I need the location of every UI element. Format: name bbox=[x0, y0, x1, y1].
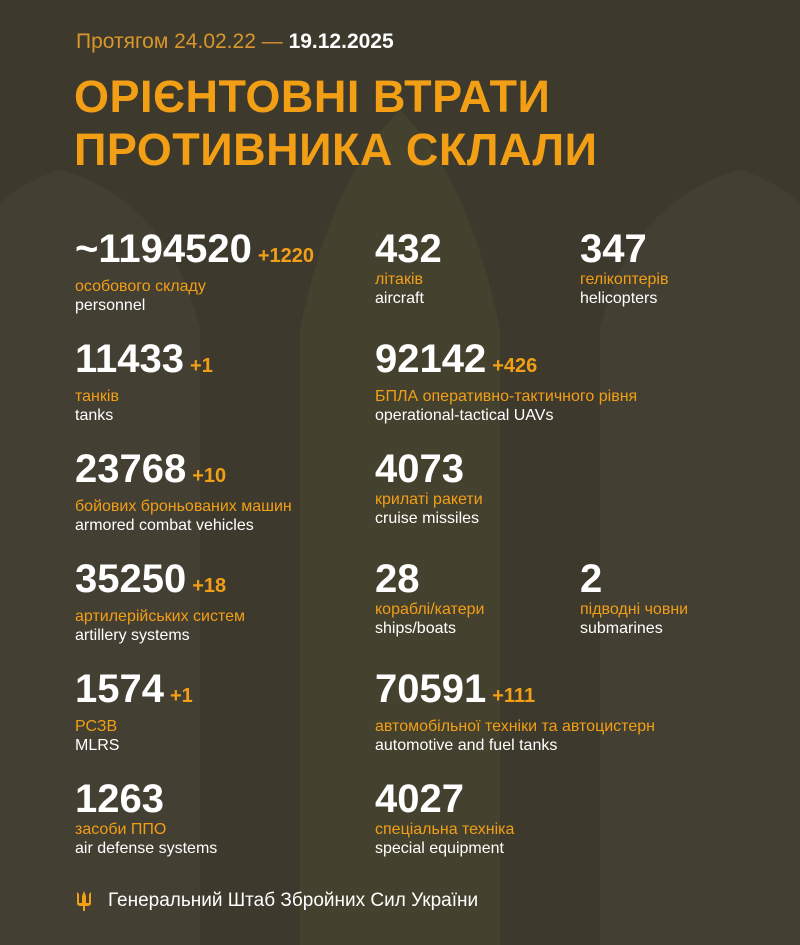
stat-label-en: cruise missiles bbox=[375, 510, 480, 527]
stat-delta: +426 bbox=[492, 355, 538, 377]
stat-value: 1263 bbox=[75, 777, 164, 821]
stat-delta: +1220 bbox=[257, 245, 315, 267]
stat-label-en: helicopters bbox=[580, 290, 658, 307]
stat-value: 1574 +1 bbox=[75, 667, 193, 711]
stat-helicopters: 347 гелікоптерів helicopters bbox=[580, 228, 668, 308]
page-title: ОРІЄНТОВНІ ВТРАТИ ПРОТИВНИКА СКЛАЛИ bbox=[74, 71, 598, 175]
stat-label-ua: танків bbox=[75, 388, 119, 405]
stat-ships-boats: 28 кораблі/катери ships/boats bbox=[375, 558, 484, 638]
stat-label-en: air defense systems bbox=[75, 840, 218, 857]
stat-delta: +18 bbox=[192, 575, 227, 597]
stat-label-en: personnel bbox=[75, 297, 146, 314]
stat-delta: +10 bbox=[192, 465, 227, 487]
stat-label-ua: засоби ППО bbox=[75, 821, 167, 838]
stat-label-en: special equipment bbox=[375, 840, 504, 857]
stat-label-en: MLRS bbox=[75, 737, 120, 754]
stat-label-ua: підводні човни bbox=[580, 601, 689, 618]
trident-icon bbox=[77, 891, 91, 911]
stat-cruise-missiles: 4073 крилаті ракети cruise missiles bbox=[375, 448, 483, 528]
stat-value: 35250 +18 bbox=[75, 557, 227, 601]
stat-air-defense-systems: 1263 засоби ППО air defense systems bbox=[75, 778, 217, 858]
stat-label-en: automotive and fuel tanks bbox=[375, 737, 558, 754]
stat-label-ua: кораблі/катери bbox=[375, 601, 485, 618]
stat-value: 432 bbox=[375, 227, 442, 271]
stat-submarines: 2 підводні човни submarines bbox=[580, 558, 688, 638]
stat-tanks: 11433 +1 танків tanks bbox=[75, 338, 213, 425]
stat-label-ua: гелікоптерів bbox=[580, 271, 669, 288]
period: Протягом 24.02.22 — 19.12.2025 bbox=[76, 30, 394, 53]
stat-label-en: ships/boats bbox=[375, 620, 456, 637]
stat-value: 11433 +1 bbox=[75, 337, 213, 381]
stat-label-ua: артилерійських систем bbox=[75, 608, 246, 625]
stat-operational-tactical-uavs: 92142 +426 БПЛА оперативно-тактичного рівн… bbox=[375, 338, 637, 425]
footer: Генеральний Штаб Збройних Сил України bbox=[76, 890, 478, 912]
stat-label-ua: особового складу bbox=[75, 278, 206, 295]
stat-artillery-systems: 35250 +18 артилерійських систем artillery s… bbox=[75, 558, 245, 645]
stat-aircraft: 432 літаків aircraft bbox=[375, 228, 442, 308]
stat-value: 347 bbox=[580, 227, 647, 271]
stat-label-en: armored combat vehicles bbox=[75, 517, 254, 534]
stat-value: ~1194520 +1220 bbox=[75, 227, 315, 271]
stat-label-ua: БПЛА оперативно-тактичного рівня bbox=[375, 388, 638, 405]
stat-value: 23768 +10 bbox=[75, 447, 227, 491]
stat-label-ua: літаків bbox=[375, 271, 423, 288]
stat-value: 4027 bbox=[375, 777, 464, 821]
stat-value: 70591 +111 bbox=[375, 667, 536, 711]
stat-label-ua: РСЗВ bbox=[75, 718, 118, 735]
stat-label-en: artillery systems bbox=[75, 627, 190, 644]
stat-special-equipment: 4027 спеціальна техніка special equipment bbox=[375, 778, 514, 858]
stat-label-ua: автомобільної техніки та автоцистерн bbox=[375, 718, 655, 735]
stat-mlrs: 1574 +1 РСЗВ MLRS bbox=[75, 668, 193, 755]
stat-delta: +111 bbox=[492, 685, 536, 707]
stat-delta: +1 bbox=[190, 355, 213, 377]
stat-label-ua: бойових броньованих машин bbox=[75, 498, 292, 515]
stat-value: 28 bbox=[375, 557, 420, 601]
stat-label-en: tanks bbox=[75, 407, 114, 424]
stat-label-en: operational-tactical UAVs bbox=[375, 407, 554, 424]
stat-label-ua: спеціальна техніка bbox=[375, 821, 515, 838]
stat-value: 92142 +426 bbox=[375, 337, 538, 381]
stat-personnel: ~1194520 +1220 особового складу personnel bbox=[75, 228, 314, 315]
stat-value: 4073 bbox=[375, 447, 464, 491]
stat-delta: +1 bbox=[169, 685, 193, 707]
footer-text: Генеральний Штаб Збройних Сил України bbox=[108, 890, 479, 911]
stat-value: 2 bbox=[580, 557, 603, 601]
stat-automotive-and-fuel-tanks: 70591 +111 автомобільної техніки та автоци… bbox=[375, 668, 655, 755]
stat-armored-combat-vehicles: 23768 +10 бойових броньованих машин armored… bbox=[75, 448, 292, 535]
stat-label-en: submarines bbox=[580, 620, 663, 637]
stat-label-ua: крилаті ракети bbox=[375, 491, 483, 508]
stat-label-en: aircraft bbox=[375, 290, 424, 307]
